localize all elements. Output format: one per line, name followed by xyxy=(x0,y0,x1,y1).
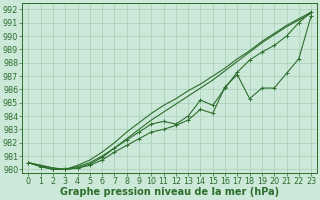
X-axis label: Graphe pression niveau de la mer (hPa): Graphe pression niveau de la mer (hPa) xyxy=(60,187,279,197)
